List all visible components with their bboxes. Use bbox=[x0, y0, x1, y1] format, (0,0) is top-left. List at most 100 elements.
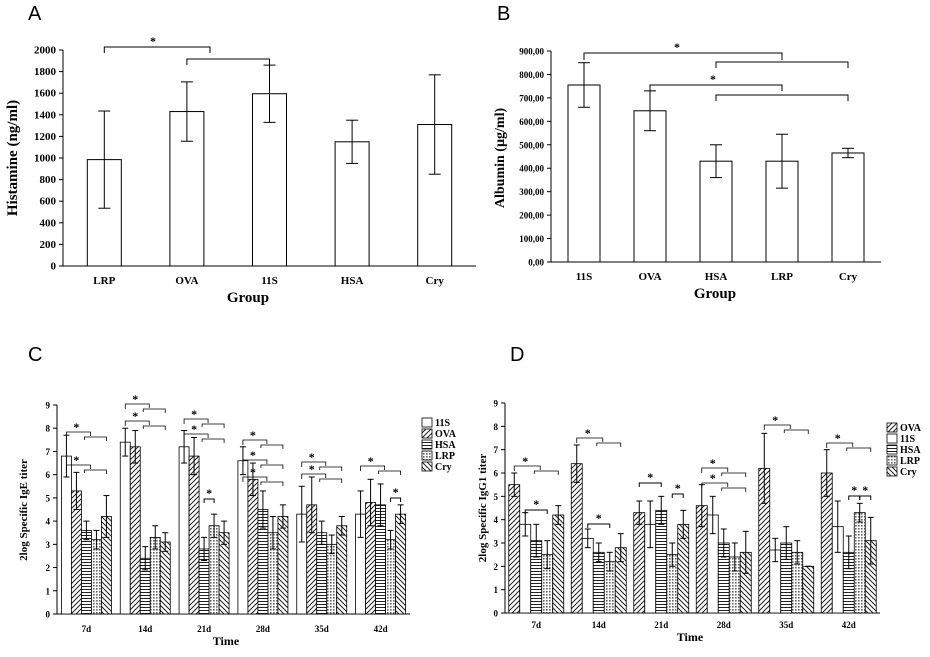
y-tick-label: 7 bbox=[494, 445, 499, 455]
y-tick-label: 2000 bbox=[34, 45, 57, 57]
y-tick-label: 1800 bbox=[34, 66, 57, 78]
bar-cry-28d bbox=[277, 516, 289, 615]
significance-bracket bbox=[524, 509, 548, 514]
significance-bracket bbox=[846, 447, 872, 452]
y-tick-label: 0 bbox=[51, 261, 57, 273]
significance-bracket bbox=[378, 470, 401, 475]
y-tick-label: 9 bbox=[494, 399, 499, 409]
legend-swatch-hsa bbox=[421, 439, 433, 450]
significance-mark: * bbox=[596, 511, 602, 525]
y-tick-label: 1400 bbox=[34, 109, 57, 121]
legend-label-cry: Cry bbox=[900, 467, 917, 478]
bar-11s-21d bbox=[178, 446, 190, 615]
significance-mark: * bbox=[250, 428, 256, 442]
y-axis-title: Histamine (ng/ml) bbox=[5, 100, 21, 216]
bar-11s-7d bbox=[61, 455, 72, 615]
x-tick-label: 35d bbox=[779, 620, 793, 630]
significance-bracket bbox=[649, 84, 783, 91]
bar-ova-28d bbox=[247, 478, 259, 615]
y-tick-label: 700,00 bbox=[519, 93, 544, 103]
legend-swatch-lrp bbox=[886, 455, 898, 466]
significance-bracket bbox=[533, 470, 559, 475]
x-axis-title: Time bbox=[213, 634, 240, 648]
significance-mark: * bbox=[674, 40, 680, 54]
bar-cry-14d bbox=[159, 541, 171, 615]
y-tick-label: 1000 bbox=[34, 153, 57, 165]
legend-swatch-11s bbox=[421, 417, 433, 428]
y-tick-label: 600 bbox=[40, 196, 57, 208]
bar-hsa-35d bbox=[316, 532, 328, 615]
y-tick-label: 500,00 bbox=[519, 140, 544, 150]
x-tick-label: 11S bbox=[261, 275, 278, 287]
legend-swatch-lrp bbox=[421, 450, 433, 461]
legend-label-ova: OVA bbox=[900, 423, 922, 434]
bar-cry bbox=[831, 152, 865, 263]
significance-mark: * bbox=[675, 481, 681, 495]
legend-label-lrp: LRP bbox=[435, 451, 455, 462]
bar-lrp-42d bbox=[385, 539, 396, 615]
y-tick-label: 5 bbox=[494, 492, 499, 502]
significance-bracket bbox=[260, 481, 284, 486]
y-tick-label: 400 bbox=[40, 217, 57, 229]
x-tick-label: 21d bbox=[654, 620, 668, 630]
significance-bracket bbox=[66, 464, 91, 470]
significance-bracket bbox=[186, 58, 270, 65]
significance-bracket bbox=[583, 52, 783, 60]
legend-swatch-hsa bbox=[886, 444, 898, 455]
y-axis-title: 2log Specific IgG1 titer bbox=[477, 454, 489, 563]
y-tick-label: 300,00 bbox=[519, 187, 544, 197]
y-tick-label: 8 bbox=[46, 424, 51, 434]
significance-mark: * bbox=[772, 413, 778, 427]
bar-cry-21d bbox=[218, 532, 230, 615]
significance-mark: * bbox=[309, 450, 315, 464]
bar-hsa-7d bbox=[81, 530, 92, 615]
chart-a-histamine: 0 200 400 600 800 1000 1200 1400 1600 1800 2000 His… bbox=[5, 34, 476, 306]
significance-bracket bbox=[203, 498, 215, 503]
legend-swatch-11s bbox=[886, 433, 898, 444]
significance-bracket bbox=[587, 523, 611, 528]
significance-bracket bbox=[715, 61, 849, 68]
legend-swatch-cry bbox=[886, 466, 898, 477]
significance-mark: * bbox=[250, 448, 256, 462]
significance-mark: * bbox=[710, 72, 716, 86]
x-tick-label: 7d bbox=[82, 624, 92, 634]
panel-label-c: C bbox=[28, 344, 42, 366]
bar-cry-35d bbox=[802, 565, 815, 614]
bar-ova-14d bbox=[570, 463, 583, 614]
significance-mark: * bbox=[368, 454, 374, 468]
significance-mark: * bbox=[250, 465, 256, 479]
bar-cry-35d bbox=[336, 525, 348, 615]
significance-mark: * bbox=[132, 392, 138, 406]
significance-bracket bbox=[721, 487, 747, 492]
x-axis-title: Group bbox=[694, 286, 736, 302]
significance-bracket bbox=[859, 495, 872, 500]
x-tick-label: 42d bbox=[842, 620, 856, 630]
y-tick-label: 3 bbox=[494, 539, 499, 549]
significance-mark: * bbox=[835, 431, 841, 445]
x-tick-label: 28d bbox=[256, 624, 270, 634]
significance-bracket bbox=[142, 408, 166, 413]
significance-bracket bbox=[319, 466, 343, 471]
bar-lrp-42d bbox=[853, 512, 866, 614]
bar-11s-14d bbox=[581, 537, 594, 614]
x-tick-label: 7d bbox=[531, 620, 541, 630]
bar-11s bbox=[567, 84, 601, 263]
bar-ova bbox=[633, 110, 667, 263]
x-axis-title: Time bbox=[677, 630, 704, 644]
x-tick-label: HSA bbox=[705, 271, 728, 283]
significance-mark: * bbox=[710, 471, 716, 485]
panel-label-b: B bbox=[497, 3, 510, 25]
legend-label-11s: 11S bbox=[435, 418, 450, 429]
bar-11s-28d bbox=[237, 460, 249, 615]
bar-ova-7d bbox=[508, 484, 521, 614]
chart-c-ige: 0 1 2 3 4 5 6 7 8 9 2log Specific IgE titer Time 7d 1… bbox=[18, 392, 457, 648]
significance-bracket bbox=[715, 94, 849, 101]
significance-bracket bbox=[721, 472, 747, 477]
significance-bracket bbox=[103, 46, 211, 53]
x-tick-label: 35d bbox=[315, 624, 329, 634]
significance-bracket bbox=[763, 424, 791, 430]
panel-label-a: A bbox=[28, 3, 42, 25]
y-tick-label: 4 bbox=[46, 517, 51, 527]
chart-d-igg1: 0 1 2 3 4 5 6 7 8 9 2log Specific IgG1 titer Time 7d… bbox=[477, 399, 922, 645]
